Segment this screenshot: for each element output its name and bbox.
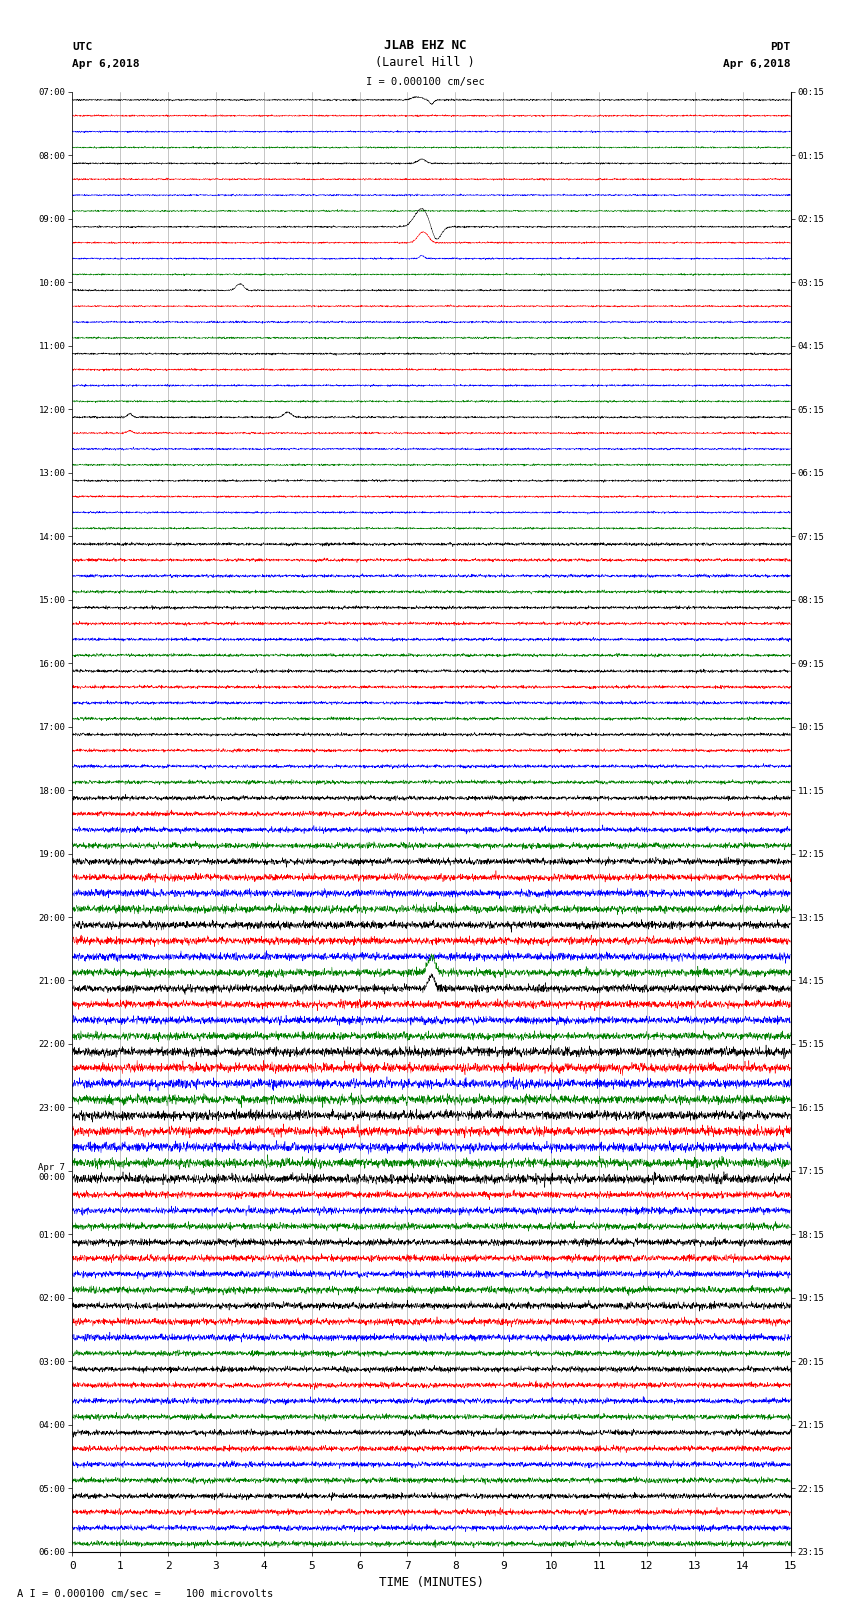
Text: JLAB EHZ NC: JLAB EHZ NC	[383, 39, 467, 52]
Text: Apr 6,2018: Apr 6,2018	[723, 60, 791, 69]
Text: I = 0.000100 cm/sec: I = 0.000100 cm/sec	[366, 77, 484, 87]
Text: UTC: UTC	[72, 42, 93, 52]
Text: A I = 0.000100 cm/sec =    100 microvolts: A I = 0.000100 cm/sec = 100 microvolts	[17, 1589, 273, 1598]
Text: (Laurel Hill ): (Laurel Hill )	[375, 56, 475, 69]
Text: Apr 6,2018: Apr 6,2018	[72, 60, 139, 69]
X-axis label: TIME (MINUTES): TIME (MINUTES)	[379, 1576, 484, 1589]
Text: PDT: PDT	[770, 42, 790, 52]
